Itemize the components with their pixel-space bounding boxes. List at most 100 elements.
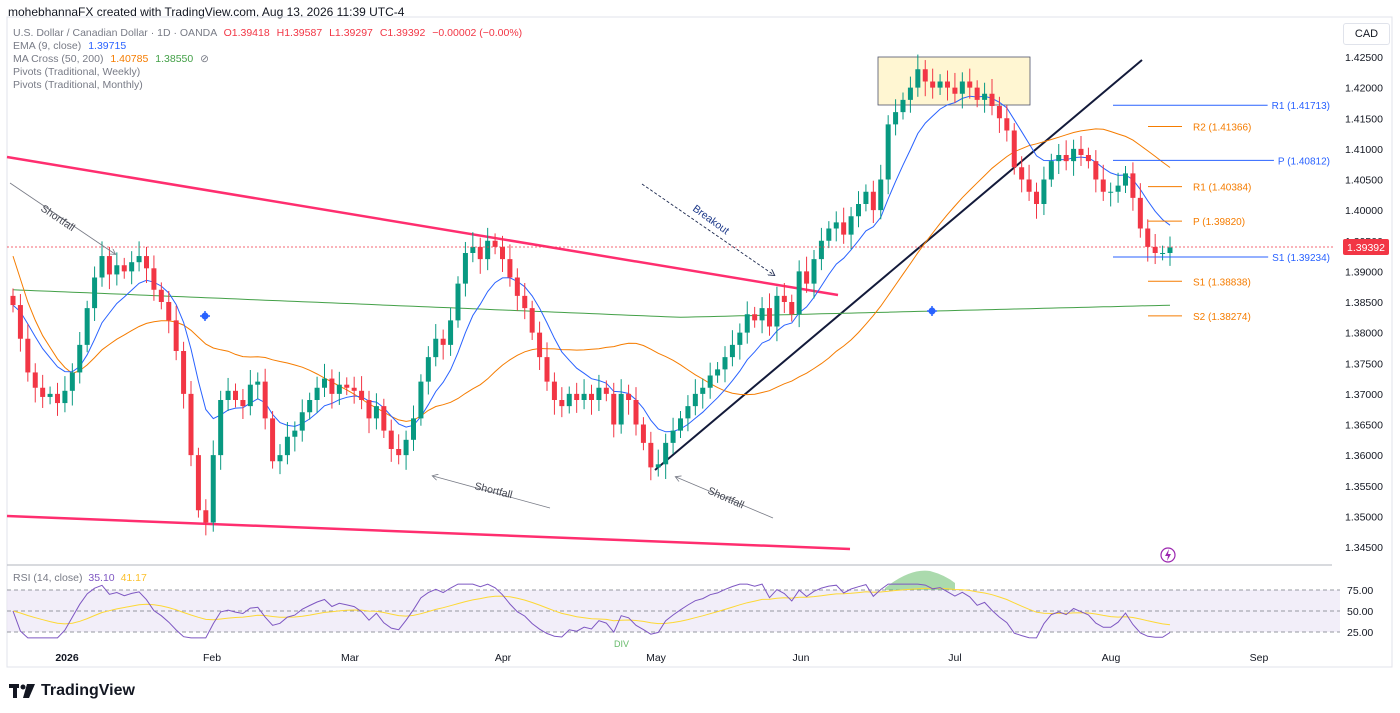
ema-legend[interactable]: EMA (9, close) 1.39715 [13,40,126,52]
candle-body [544,357,550,382]
lightning-icon[interactable] [1160,547,1176,563]
time-axis[interactable]: 2026 Feb Mar Apr May Jun Jul Aug Sep [55,652,1268,664]
pivots-monthly-legend[interactable]: Pivots (Traditional, Monthly) [13,79,143,91]
rsi-tick-label: 25.00 [1347,627,1373,639]
candle-body [1167,247,1173,253]
candle-body [373,406,379,419]
hidden-eye-icon[interactable]: ⊘ [200,53,209,65]
candle-body [151,268,157,290]
candle-body [218,400,224,456]
ma-cross-legend[interactable]: MA Cross (50, 200) 1.40785 1.38550 ⊘ [13,53,209,65]
candle-body [767,308,772,327]
price-tick-label: 1.40000 [1345,205,1383,217]
monthly-pivot-label: S1 (1.39234) [1272,253,1330,264]
ma-cross-label: MA Cross (50, 200) [13,53,104,65]
high-value: H1.39587 [276,27,323,39]
candle-body [959,81,965,94]
candle-body [477,246,483,260]
candle-body [685,406,691,419]
upper-channel-line[interactable] [6,155,839,297]
pivot-label-bg [1273,153,1332,168]
candle-body [25,338,31,373]
rsi-line [12,583,1171,639]
candle-body [982,93,988,100]
currency-button[interactable]: CAD [1343,23,1390,45]
candle-body [462,253,468,284]
candle-body [418,381,424,419]
candle-body [1078,148,1084,155]
candle-body [247,384,253,407]
candle-body [974,87,980,100]
uptrend-line[interactable] [654,59,1143,471]
monthly-pivot-label: R1 (1.41713) [1272,101,1330,112]
breakout-arrow[interactable] [641,183,774,275]
price-axis[interactable]: 1.42500 1.42000 1.41500 1.41000 1.40500 1.400… [1345,52,1383,554]
rsi-axis[interactable]: 75.00 50.00 25.00 [1347,585,1373,639]
close-value: C1.39392 [379,27,426,39]
candle-body [856,204,861,217]
price-tick-label: 1.37500 [1345,358,1383,370]
candle-body [314,387,320,400]
price-tick-label: 1.38500 [1345,297,1383,309]
candle-body [92,277,98,309]
candle-body [715,369,721,376]
candle-body [455,283,461,321]
candle-body [396,449,402,456]
price-tick-label: 1.37000 [1345,389,1383,401]
candles [10,54,1173,536]
ema-line [12,95,1171,433]
shortfall-arrow-2[interactable] [433,476,551,509]
shortfall-arrow-1[interactable] [9,182,115,254]
time-tick-label: Aug [1102,652,1121,664]
candle-body [84,308,90,345]
symbol-name: U.S. Dollar / Canadian Dollar · 1D · OAN… [13,27,217,39]
pivots-weekly-legend[interactable]: Pivots (Traditional, Weekly) [13,66,141,78]
candle-body [752,314,758,321]
candle-body [158,289,164,302]
rsi-legend[interactable]: RSI (14, close) 35.10 41.17 [13,572,147,584]
shortfall-arrow-3[interactable] [676,477,774,519]
candle-body [188,393,194,456]
candle-body [99,256,105,278]
candle-body [596,387,602,400]
price-tick-label: 1.40500 [1345,175,1383,187]
time-tick-label: Jun [793,652,810,664]
candle-body [818,240,824,260]
candle-body [759,308,765,321]
time-tick-label: Apr [495,652,512,664]
candle-body [1026,179,1032,192]
tradingview-logo[interactable]: TradingView [9,682,135,700]
tradingview-logo-icon [9,684,35,698]
candle-body [403,439,409,456]
time-tick-label: Sep [1250,652,1269,664]
candle-body [292,430,298,437]
candle-body [870,191,876,211]
candle-body [492,240,498,247]
open-value: O1.39418 [223,27,270,39]
weekly-pivot-label: P (1.39820) [1193,217,1245,228]
candle-body [262,381,268,419]
candle-body [359,390,365,400]
candle-body [32,372,38,388]
rsi-value: 35.10 [88,572,115,584]
lower-channel-line[interactable] [6,514,851,551]
candle-body [240,400,246,407]
candle-body [284,436,290,456]
candle-body [233,390,238,400]
candle-body [945,81,950,88]
price-tick-label: 1.42000 [1345,83,1383,95]
low-value: L1.39297 [329,27,373,39]
ma-cross-marker [200,311,210,321]
candle-body [878,179,884,211]
candle-body [106,256,112,275]
candle-body [47,393,53,397]
pivot-levels: R1 (1.41713) R2 (1.41366) P (1.40812) R1 (1… [1113,98,1332,323]
candle-body [789,302,795,315]
candle-body [277,455,283,462]
symbol-legend[interactable]: U.S. Dollar / Canadian Dollar · 1D · OAN… [13,27,522,39]
last-price-text: 1.39392 [1347,242,1385,254]
candle-body [136,256,142,263]
top-range-box[interactable] [877,56,1031,106]
moving-averages [12,95,1171,433]
